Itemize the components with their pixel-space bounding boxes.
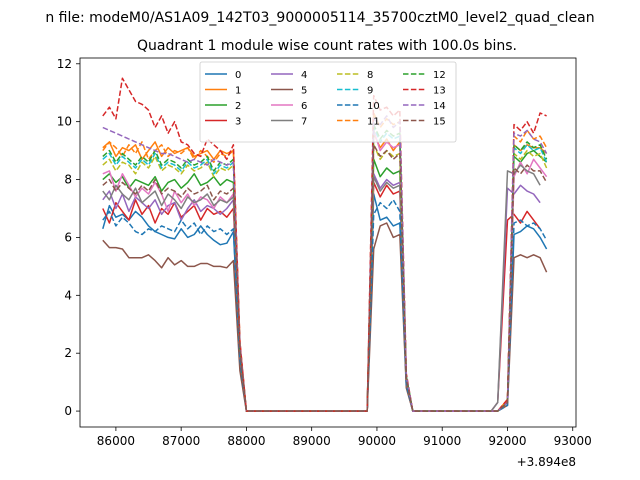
series-line-15 [102,144,548,412]
series-line-8 [102,144,548,412]
x-tick-label: 90000 [358,434,396,448]
y-tick-label: 10 [57,115,72,129]
legend-label-1: 1 [235,86,241,97]
x-tick-label: 89000 [293,434,331,448]
legend-label-14: 14 [433,101,446,112]
series-line-9 [102,126,548,412]
x-tick-label: 92000 [488,434,526,448]
y-tick-label: 6 [64,230,72,244]
y-tick-label: 2 [64,346,72,360]
x-tick-label: 91000 [423,434,461,448]
series-line-7 [102,164,541,412]
series-line-10 [102,199,548,412]
series-line-11 [102,112,548,412]
x-tick-label: 93000 [554,434,592,448]
y-tick-label: 0 [64,404,72,418]
legend-label-12: 12 [433,70,446,81]
legend-label-8: 8 [367,70,373,81]
series-line-2 [102,149,548,412]
legend-label-6: 6 [301,101,307,112]
legend-label-0: 0 [235,70,241,81]
legend-label-4: 4 [301,70,307,81]
series-line-3 [102,181,541,412]
y-tick-label: 12 [57,57,72,71]
legend-label-3: 3 [235,117,241,128]
chart-title: Quadrant 1 module wise count rates with … [137,38,517,54]
legend-label-11: 11 [367,117,380,128]
series-line-6 [102,129,548,412]
x-tick-label: 86000 [97,434,135,448]
legend-label-15: 15 [433,117,446,128]
x-offset-label: +3.894e8 [517,455,576,469]
legend-label-2: 2 [235,101,241,112]
x-tick-label: 88000 [227,434,265,448]
y-tick-label: 4 [64,288,72,302]
series-line-14 [102,115,548,412]
legend-label-10: 10 [367,101,380,112]
figure-suptitle: n file: modeM0/AS1A09_142T03_9000005114_… [45,10,594,26]
series-line-5 [102,222,548,412]
legend-label-13: 13 [433,86,446,97]
legend-box [199,61,457,143]
plot-series [102,77,548,412]
legend-label-9: 9 [367,86,373,97]
series-line-12 [102,123,548,412]
legend-label-7: 7 [301,117,307,128]
series-line-1 [102,132,548,412]
plot-frame [79,57,577,428]
y-tick-label: 8 [64,173,72,187]
series-line-0 [102,193,548,412]
axis-ticks: 86000 87000 88000 89000 90000 91000 92000 93000… [57,57,592,448]
legend-label-5: 5 [301,86,307,97]
x-tick-label: 87000 [162,434,200,448]
